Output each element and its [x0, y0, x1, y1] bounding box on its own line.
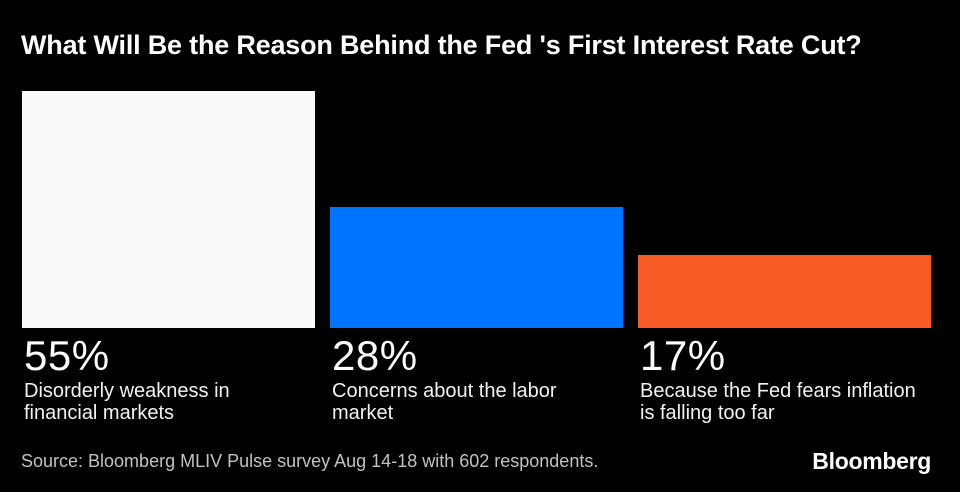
bar-chart: [22, 91, 931, 328]
bar-description-line: financial markets: [24, 402, 175, 424]
source-note: Source: Bloomberg MLIV Pulse survey Aug …: [21, 450, 599, 471]
bar-description: Disorderly weakness in financial markets: [24, 380, 315, 424]
label-financial-markets: 55% Disorderly weakness in financial mar…: [22, 328, 315, 425]
bar-column-labor-market: [330, 91, 623, 328]
bar-labor-market: [330, 207, 623, 328]
chart-title: What Will Be the Reason Behind the Fed '…: [21, 30, 862, 60]
value-label: 17%: [640, 332, 726, 379]
bar-column-inflation: [638, 91, 931, 328]
bar-financial-markets: [22, 91, 315, 328]
bar-description-line: Because the Fed fears inflation: [640, 380, 916, 402]
label-labor-market: 28% Concerns about the labor market: [330, 328, 623, 425]
bar-labels-row: 55% Disorderly weakness in financial mar…: [22, 328, 931, 425]
bar-description-line: market: [332, 402, 394, 424]
bloomberg-logo: Bloomberg: [812, 447, 931, 474]
bar-column-financial-markets: [22, 91, 315, 328]
bar-description-line: Concerns about the labor: [332, 380, 557, 402]
label-inflation: 17% Because the Fed fears inflation is f…: [638, 328, 931, 425]
value-label: 55%: [24, 332, 110, 379]
footer: Source: Bloomberg MLIV Pulse survey Aug …: [21, 446, 931, 476]
bar-description: Because the Fed fears inflation is falli…: [640, 380, 931, 424]
bar-description-line: is falling too far: [640, 402, 775, 424]
bar-description-line: Disorderly weakness in: [24, 380, 230, 402]
bar-description: Concerns about the labor market: [332, 380, 623, 424]
value-label: 28%: [332, 332, 418, 379]
bar-inflation: [638, 255, 931, 328]
